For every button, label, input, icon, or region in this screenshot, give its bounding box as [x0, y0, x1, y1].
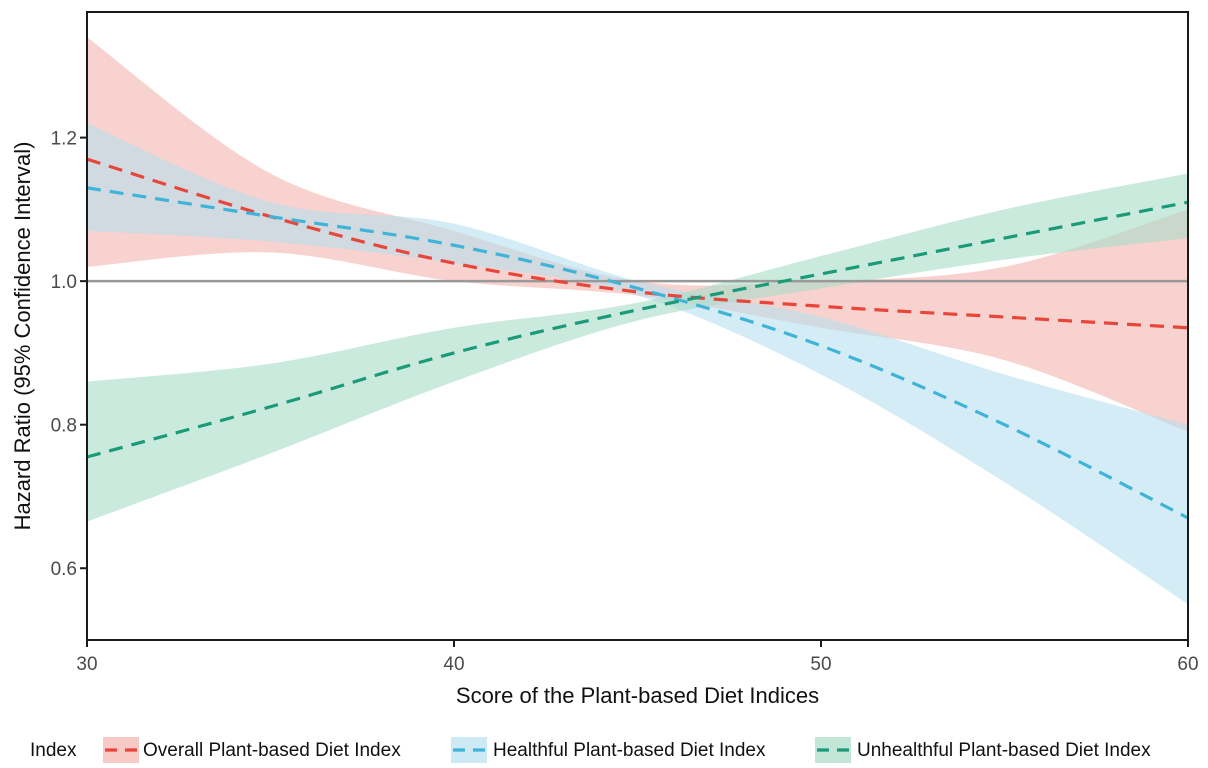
legend-entry-1: Overall Plant-based Diet Index [143, 740, 401, 761]
plot-frame [86, 11, 1189, 641]
legend-entry-3: Unhealthful Plant-based Diet Index [857, 740, 1151, 761]
y-axis: 0.6 0.8 1.0 1.2 [51, 129, 87, 580]
confidence-bands [87, 37, 1188, 605]
x-axis: 30 40 50 60 [76, 640, 1199, 675]
y-tick-label: 1.0 [51, 272, 77, 293]
y-axis-title: Hazard Ratio (95% Confidence Interval) [10, 142, 35, 531]
legend: Index Overall Plant-based Diet Index Heal… [30, 737, 1151, 763]
x-tick-label: 50 [810, 654, 831, 675]
x-tick-label: 30 [76, 654, 97, 675]
y-tick-label: 0.8 [51, 416, 77, 437]
x-tick-label: 60 [1177, 654, 1198, 675]
series-line-2 [86, 186, 1189, 520]
legend-title: Index [30, 740, 77, 761]
x-axis-title: Score of the Plant-based Diet Indices [456, 683, 819, 708]
series-line-3 [86, 200, 1189, 459]
ci-band-series-3 [87, 173, 1188, 522]
series-lines [86, 157, 1189, 520]
y-tick-label: 0.6 [51, 559, 77, 580]
y-tick-label: 1.2 [51, 129, 77, 150]
x-tick-label: 40 [443, 654, 464, 675]
ci-band-series-1 [87, 37, 1188, 432]
legend-entry-2: Healthful Plant-based Diet Index [493, 740, 766, 761]
ci-band-series-2 [87, 123, 1188, 605]
